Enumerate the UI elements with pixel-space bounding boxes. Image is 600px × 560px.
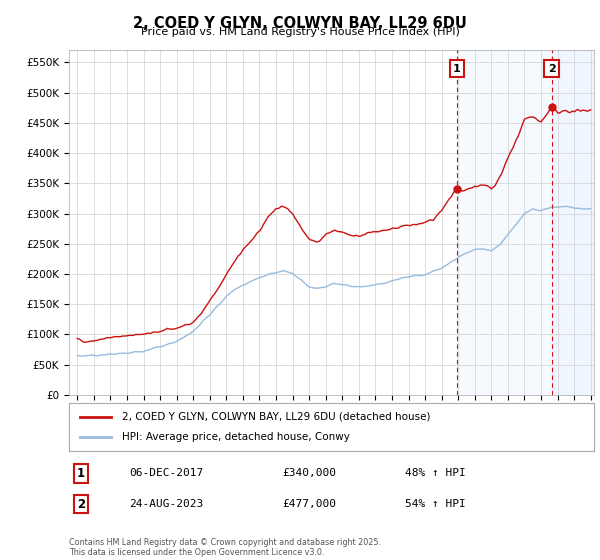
Text: 1: 1 (453, 63, 461, 73)
Bar (457, 50, 594, 395)
Text: 1: 1 (77, 466, 85, 480)
Text: Price paid vs. HM Land Registry's House Price Index (HPI): Price paid vs. HM Land Registry's House … (140, 27, 460, 37)
Text: 2, COED Y GLYN, COLWYN BAY, LL29 6DU (detached house): 2, COED Y GLYN, COLWYN BAY, LL29 6DU (de… (121, 412, 430, 422)
Text: 24-AUG-2023: 24-AUG-2023 (129, 499, 203, 509)
Text: 48% ↑ HPI: 48% ↑ HPI (405, 468, 466, 478)
Text: 2: 2 (548, 63, 556, 73)
Text: 06-DEC-2017: 06-DEC-2017 (129, 468, 203, 478)
Text: 2: 2 (77, 497, 85, 511)
Bar (551, 50, 594, 395)
Text: 2, COED Y GLYN, COLWYN BAY, LL29 6DU: 2, COED Y GLYN, COLWYN BAY, LL29 6DU (133, 16, 467, 31)
Text: £477,000: £477,000 (282, 499, 336, 509)
Text: £340,000: £340,000 (282, 468, 336, 478)
Text: HPI: Average price, detached house, Conwy: HPI: Average price, detached house, Conw… (121, 432, 349, 442)
Text: Contains HM Land Registry data © Crown copyright and database right 2025.
This d: Contains HM Land Registry data © Crown c… (69, 538, 381, 557)
Text: 54% ↑ HPI: 54% ↑ HPI (405, 499, 466, 509)
